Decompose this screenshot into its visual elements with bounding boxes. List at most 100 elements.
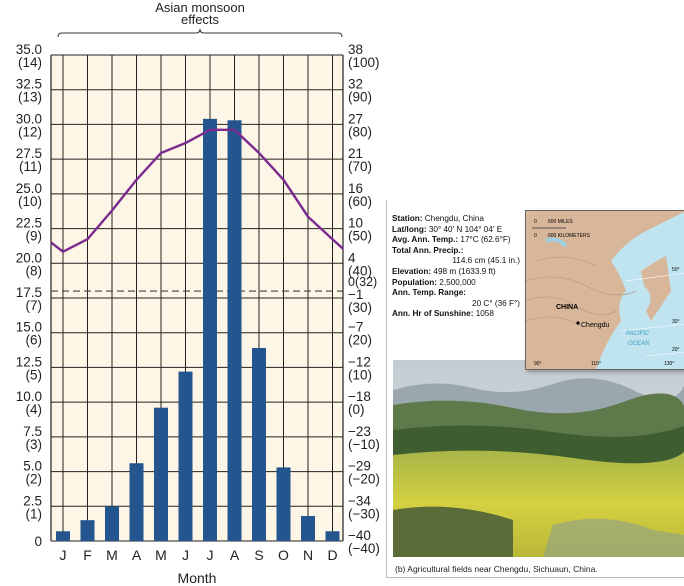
month-label: J <box>207 547 214 563</box>
left-tick-inch-label: (7) <box>26 298 43 313</box>
right-tick-label: −29 <box>348 459 371 474</box>
elevation-value: 498 m (1633.9 ft) <box>431 266 496 276</box>
map-label: 600 MILES <box>548 219 573 225</box>
right-tick-label: −40 <box>348 528 371 543</box>
label: Ann. Hr of Sunshine: <box>392 309 474 319</box>
map-city-label: Chengdu <box>581 322 610 329</box>
right-tick-label: 21 <box>348 146 363 161</box>
population-value: 2,500,000 <box>437 277 476 287</box>
left-tick-inch-label: (3) <box>26 437 43 452</box>
precipitation-bars <box>56 118 340 542</box>
right-tick-f-label: (−40) <box>348 541 380 556</box>
month-label: N <box>303 547 313 563</box>
map-label: 20° <box>672 347 680 353</box>
temperature-line <box>50 128 344 254</box>
right-tick-f-label: (60) <box>348 194 372 209</box>
right-tick-f-label: (−10) <box>348 437 380 452</box>
station-value: Chengdu, China <box>422 214 484 223</box>
right-tick-f-label: (−20) <box>348 472 380 487</box>
left-tick-inch-label: (4) <box>26 402 43 417</box>
left-tick-label: 15.0 <box>16 320 42 335</box>
right-tick-label: 4 <box>348 250 356 265</box>
left-tick-inch-label: (5) <box>26 367 43 382</box>
left-tick-label: 22.5 <box>16 216 42 231</box>
right-tick-f-label: (30) <box>348 300 372 315</box>
precip-bar-10 <box>301 516 315 541</box>
month-label: J <box>60 547 67 563</box>
left-tick-inch-label: (1) <box>26 506 43 521</box>
right-tick-label: −7 <box>348 320 363 335</box>
freezing-label: 0(32) <box>348 275 377 289</box>
label: Avg. Ann. Temp.: <box>392 235 459 245</box>
map-label: 30° <box>672 319 680 325</box>
month-label: F <box>83 547 92 563</box>
left-tick-inch-label: (2) <box>26 472 43 487</box>
left-tick-label: 30.0 <box>16 111 42 126</box>
left-tick-label: 17.5 <box>16 285 42 300</box>
axis-labels: 0 2.5(1) 5.0(2) 7.5(3) 10.0(4) 12.5(5) 15.0(6)… <box>16 42 380 586</box>
precip-value: 114.6 cm (45.1 in.) <box>452 256 520 266</box>
label: Lat/long: <box>392 224 427 234</box>
right-tick-f-label: (70) <box>348 159 372 174</box>
label: Ann. Temp. Range: <box>392 288 466 298</box>
right-tick-label: 16 <box>348 181 363 196</box>
precip-bar-11 <box>325 531 340 541</box>
left-tick-inch-label: (8) <box>26 263 43 278</box>
label: Station: <box>392 214 423 223</box>
left-tick-inch-label: (11) <box>19 159 42 174</box>
month-label: S <box>254 547 263 563</box>
left-tick-label: 7.5 <box>23 424 42 439</box>
left-tick-inch-label: (6) <box>26 333 43 348</box>
latlong-value: 30° 40′ N 104° 04′ E <box>426 224 503 234</box>
precip-bar-8 <box>252 347 266 541</box>
station-stats: Station: Chengdu, China Lat/long: 30° 40… <box>392 214 520 320</box>
left-tick-label: 35.0 <box>16 42 42 57</box>
label: Total Ann. Precip.: <box>392 245 464 255</box>
right-tick-f-label: (50) <box>348 229 372 244</box>
left-tick-inch-label: (12) <box>18 124 42 139</box>
left-tick-label: 27.5 <box>16 146 42 161</box>
left-tick-label: 32.5 <box>16 77 42 92</box>
precip-bar-0 <box>56 531 70 541</box>
precip-bar-4 <box>154 407 168 541</box>
right-tick-f-label: (10) <box>348 367 372 382</box>
agricultural-fields-photo <box>393 360 684 557</box>
precip-bar-7 <box>227 120 242 542</box>
photo-caption: (b) Agricultural fields near Chengdu, Si… <box>386 560 684 578</box>
x-axis-title: Month <box>178 570 217 586</box>
right-tick-f-label: (40) <box>348 263 372 278</box>
left-tick-label: 2.5 <box>23 493 42 508</box>
right-tick-f-label: (20) <box>348 333 372 348</box>
right-tick-label: 38 <box>348 42 363 57</box>
sunshine-value: 1058 <box>473 309 494 319</box>
right-tick-f-label: (−30) <box>348 506 380 521</box>
left-tick-label: 0 <box>34 534 42 549</box>
precip-bar-9 <box>276 467 291 541</box>
left-tick-label: 25.0 <box>16 181 42 196</box>
map-label: 600 KILOMETERS <box>548 233 591 239</box>
label: Population: <box>392 277 438 287</box>
right-tick-label: −18 <box>348 389 371 404</box>
precip-bar-5 <box>178 371 193 541</box>
month-label: M <box>155 547 167 563</box>
map-ocean-label: PACIFIC <box>626 331 650 337</box>
right-tick-label: 10 <box>348 216 363 231</box>
month-label: O <box>278 547 289 563</box>
map-country-label: CHINA <box>556 304 578 311</box>
map-ocean-label: OCEAN <box>628 341 650 347</box>
map-label: 110° <box>591 361 601 367</box>
month-label: J <box>182 547 189 563</box>
station-info-panel: Station: Chengdu, China Lat/long: 30° 40… <box>386 200 684 560</box>
right-tick-label: −12 <box>348 354 371 369</box>
left-tick-inch-label: (10) <box>18 194 42 209</box>
city-marker <box>576 321 580 325</box>
map-label: 0 <box>534 219 537 225</box>
left-tick-inch-label: (9) <box>26 229 43 244</box>
precip-bar-3 <box>129 463 144 541</box>
annotation-line1: Asian monsoon <box>155 0 245 15</box>
map-label: 90° <box>534 361 542 367</box>
map-label: 0 <box>534 233 537 239</box>
left-tick-label: 20.0 <box>16 250 42 265</box>
